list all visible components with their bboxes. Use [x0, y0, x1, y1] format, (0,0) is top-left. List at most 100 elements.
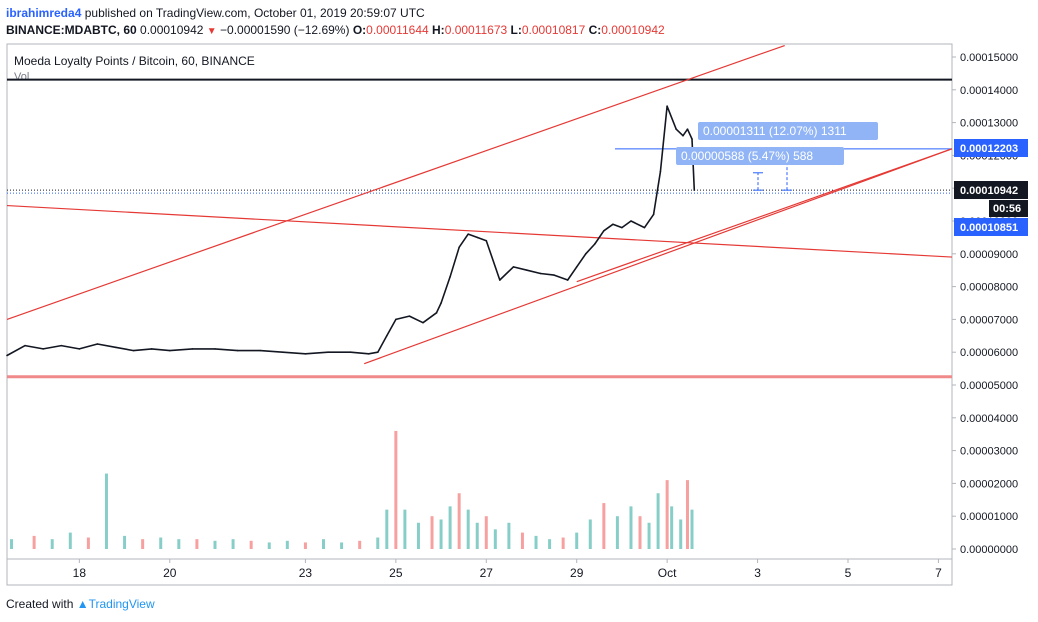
price-point: [304, 353, 307, 355]
tradingview-logo-icon: ▲: [76, 597, 89, 611]
trendline: [363, 148, 953, 365]
volume-bar: [448, 506, 452, 549]
lower-price-text: 0.00010851: [960, 222, 1018, 234]
open-label: O:: [352, 23, 367, 37]
price-point: [630, 220, 632, 222]
price-point: [114, 346, 117, 349]
price-point: [666, 105, 668, 107]
trendline: [576, 148, 953, 283]
volume-bar: [322, 539, 326, 549]
trendline: [6, 44, 785, 320]
publish-info: published on TradingView.com, October 01…: [84, 6, 425, 20]
price-tick-label: 0.00001000: [960, 511, 1018, 523]
time-tick-label: Oct: [658, 566, 677, 580]
time-tick-label: 27: [480, 566, 494, 580]
price-point: [132, 349, 135, 352]
volume-bar: [656, 493, 660, 549]
volume-bar: [638, 516, 642, 549]
volume-bar: [679, 519, 683, 549]
volume-bar: [615, 516, 619, 549]
volume-bar: [670, 506, 674, 549]
countdown-badge: [989, 200, 1028, 217]
volume-bar: [285, 540, 289, 549]
volume-bar: [534, 535, 538, 549]
volume-bar: [376, 537, 380, 549]
chart-title: Moeda Loyalty Points / Bitcoin, 60, BINA…: [14, 54, 255, 68]
price-point: [449, 275, 451, 278]
price-point: [584, 253, 587, 255]
volume-bar: [385, 509, 389, 549]
volume-bar: [475, 522, 479, 549]
price-point: [386, 335, 388, 337]
price-tick-label: 0.00002000: [960, 478, 1018, 490]
time-tick-label: 5: [845, 566, 852, 580]
price-point: [78, 348, 81, 350]
volume-bar: [575, 532, 579, 549]
measure-label-small: 0.00000588 (5.47%) 588: [681, 149, 813, 163]
measure-label-big: 0.00001311 (12.07%) 1311: [703, 124, 847, 138]
price-point: [282, 351, 284, 354]
volume-bar: [439, 519, 443, 549]
low-label: L:: [510, 23, 522, 37]
publish-header: ibrahimreda4 published on TradingView.co…: [6, 5, 425, 21]
symbol-label[interactable]: BINANCE:MDABTC, 60: [6, 23, 137, 37]
price-point: [367, 353, 370, 355]
volume-bar: [588, 519, 592, 549]
price-point: [349, 351, 352, 354]
price-point: [693, 189, 696, 191]
price-point: [236, 349, 239, 352]
time-axis[interactable]: 18 20 23 25 27 29 Oct 3 5 7: [73, 559, 942, 580]
volume-bar: [10, 539, 14, 549]
price-tick-label: 0.00009000: [960, 249, 1018, 261]
price-point: [539, 272, 542, 275]
price-tick-label: 0.00014000: [960, 85, 1018, 97]
last-price-badge: [954, 181, 1028, 199]
lower-price-badge: [954, 218, 1028, 236]
price-tick-label: 0.00004000: [960, 413, 1018, 425]
price-axis[interactable]: 0.000150000.000140000.000130000.00012000…: [952, 52, 1018, 556]
created-with-label: Created with: [6, 597, 74, 611]
price-point: [435, 312, 438, 314]
volume-bar: [32, 535, 36, 549]
price-point: [512, 266, 515, 268]
price-point: [612, 223, 614, 226]
volume-bar: [249, 540, 253, 549]
time-tick-label: 25: [389, 566, 403, 580]
price-point: [24, 344, 26, 347]
price-point: [476, 236, 479, 239]
volume-bar: [159, 537, 163, 549]
price-point: [96, 343, 99, 345]
time-tick-label: 3: [754, 566, 761, 580]
price-point: [150, 348, 153, 350]
price-point: [682, 134, 684, 137]
measure-label-small-bg: [676, 147, 844, 165]
price-tick-label: 0.00006000: [960, 347, 1018, 359]
author-link[interactable]: ibrahimreda4: [6, 6, 82, 20]
volume-bar: [50, 539, 54, 549]
price-point: [214, 348, 216, 350]
countdown-text: 00:56: [993, 203, 1021, 215]
price-point: [191, 348, 194, 350]
price-line: [6, 105, 696, 357]
price-tick-label: 0.00013000: [960, 118, 1018, 130]
tradingview-brand-link[interactable]: TradingView: [88, 597, 155, 611]
price-tick-label: 0.00007000: [960, 314, 1018, 326]
price-point: [659, 171, 662, 173]
price-tick-label: 0.00000000: [960, 544, 1018, 556]
trendlines[interactable]: [6, 44, 953, 365]
volume-bar: [466, 509, 470, 549]
footer: Created with ▲TradingView: [6, 597, 155, 611]
close-value: 0.00010942: [601, 23, 665, 37]
volume-bar: [629, 506, 633, 549]
open-value: 0.00011644: [366, 23, 429, 37]
volume-bar: [231, 539, 235, 549]
price-point: [575, 266, 578, 268]
time-tick-label: 20: [163, 566, 177, 580]
price-change: −0.00001590 (−12.69%): [220, 23, 350, 37]
price-point: [485, 239, 488, 242]
price-point: [652, 213, 655, 216]
volume-bar: [403, 509, 407, 549]
volume-bar: [141, 539, 145, 549]
price-point: [643, 226, 646, 229]
